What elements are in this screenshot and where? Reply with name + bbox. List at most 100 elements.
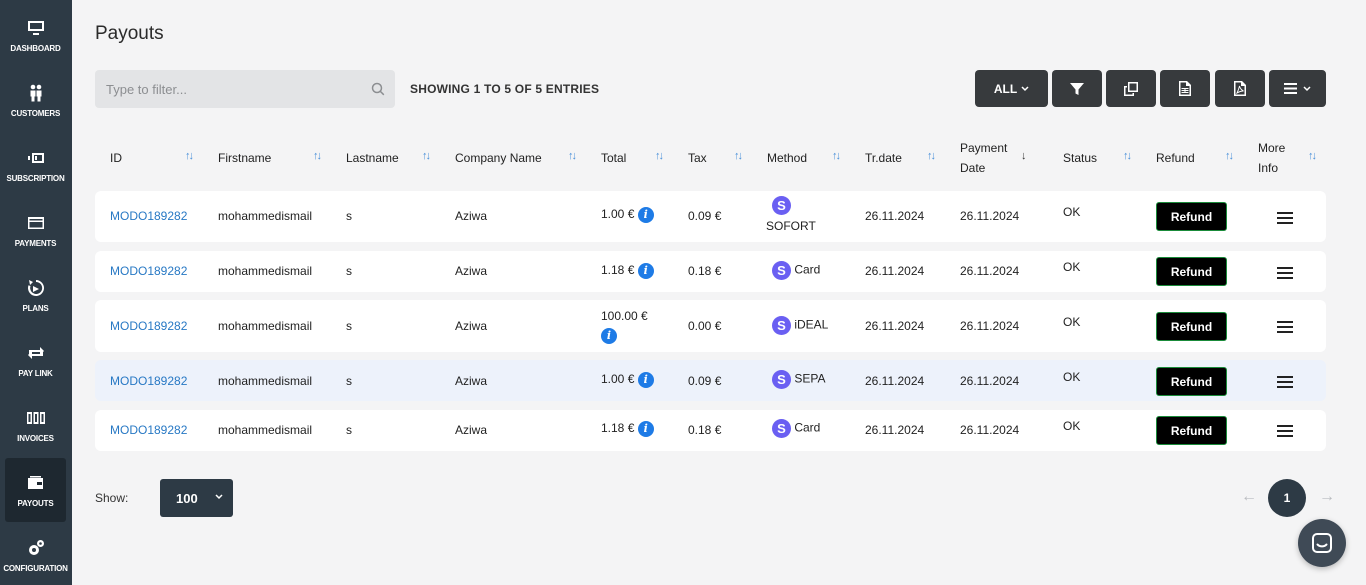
method-label: iDEAL [794,317,829,332]
sort-icon[interactable]: ↑↓ [313,150,322,162]
total-cell: 1.00 € i [601,207,654,223]
page-size-select[interactable]: 100 [160,479,233,517]
column-header-total[interactable]: Total [601,151,627,165]
method-label: Card [794,262,821,277]
sidebar-item-plans[interactable]: PLANS [5,263,66,327]
sidebar-item-dashboard[interactable]: DASHBOARD [5,3,66,67]
more-info-menu-icon[interactable] [1277,321,1293,333]
sidebar-item-payouts[interactable]: PAYOUTS [5,458,66,522]
status-cell: OK [1063,370,1081,384]
refund-button[interactable]: Refund [1156,312,1227,341]
filter-input[interactable] [95,70,365,108]
more-info-menu-icon[interactable] [1277,425,1293,437]
payout-id-link[interactable]: MODO189282 [110,319,188,333]
chevron-down-icon [215,494,223,500]
next-page-button[interactable]: → [1319,488,1335,505]
sort-desc-icon[interactable]: ↓ [1021,150,1027,162]
filter-icon [1070,82,1084,95]
users-icon [30,84,41,101]
company-cell: Aziwa [455,319,488,333]
more-info-menu-icon[interactable] [1277,376,1293,388]
info-icon[interactable]: i [637,372,654,388]
payout-id-link[interactable]: MODO189282 [110,209,188,223]
column-header-company[interactable]: Company Name [455,151,542,165]
method-cell: S Card [772,419,820,438]
sidebar-item-payments[interactable]: PAYMENTS [5,198,66,262]
search-icon[interactable] [371,82,385,96]
wallet-icon [27,475,43,489]
total-value: 1.00 € [601,372,635,387]
sort-icon[interactable]: ↑↓ [927,150,936,162]
trdate-cell: 26.11.2024 [865,319,925,333]
column-header-id[interactable]: ID [110,151,122,165]
refund-button[interactable]: Refund [1156,202,1227,231]
copy-icon [1124,81,1138,96]
copy-button[interactable] [1106,70,1156,107]
columns-menu-button[interactable] [1269,70,1326,107]
sidebar-item-pay-link[interactable]: PAY LINK [5,328,66,392]
sort-icon[interactable]: ↑↓ [832,150,841,162]
sidebar-item-label: PAY LINK [18,368,53,378]
sidebar-item-label: SUBSCRIPTION [6,173,65,183]
all-dropdown-button[interactable]: ALL [975,70,1048,107]
page-title: Payouts [95,23,164,44]
table-row: MODO189282 mohammedismail s Aziwa 1.18 €… [95,410,1326,451]
column-header-tax[interactable]: Tax [688,151,707,165]
column-header-firstname[interactable]: Firstname [218,151,272,165]
more-info-menu-icon[interactable] [1277,267,1293,279]
more-info-menu-icon[interactable] [1277,212,1293,224]
sort-icon[interactable]: ↑↓ [1308,150,1317,162]
info-icon[interactable]: i [601,328,617,344]
sort-icon[interactable]: ↑↓ [655,150,664,162]
pdf-button[interactable] [1215,70,1265,107]
tax-cell: 0.09 € [688,209,722,223]
sort-icon[interactable]: ↑↓ [422,150,431,162]
tax-cell: 0.18 € [688,423,722,437]
payout-id-link[interactable]: MODO189282 [110,264,188,278]
subscription-icon [27,152,44,163]
invoices-icon [26,411,45,424]
method-cell: S Card [772,261,820,280]
company-cell: Aziwa [455,374,488,388]
column-header-trdate[interactable]: Tr.date [865,151,902,165]
info-icon[interactable]: i [637,207,654,223]
sort-icon[interactable]: ↑↓ [568,150,577,162]
sort-icon[interactable]: ↑↓ [1225,150,1234,162]
sidebar-item-label: INVOICES [17,433,54,443]
payment-date-cell: 26.11.2024 [960,374,1020,388]
sort-icon[interactable]: ↑↓ [734,150,743,162]
column-header-lastname[interactable]: Lastname [346,151,399,165]
info-icon[interactable]: i [637,421,654,437]
stripe-icon: S [772,316,791,335]
column-header-more-info[interactable]: More Info [1258,141,1286,175]
tax-cell: 0.00 € [688,319,722,333]
stripe-icon: S [772,196,791,215]
refund-button[interactable]: Refund [1156,257,1227,286]
column-header-refund[interactable]: Refund [1156,151,1195,165]
refund-button[interactable]: Refund [1156,416,1227,445]
info-icon[interactable]: i [637,263,654,279]
refund-button[interactable]: Refund [1156,367,1227,396]
trdate-cell: 26.11.2024 [865,374,925,388]
payout-id-link[interactable]: MODO189282 [110,423,188,437]
page-1-button[interactable]: 1 [1268,479,1306,517]
sort-icon[interactable]: ↑↓ [185,150,194,162]
total-value: 100.00 € [601,309,648,323]
chat-launcher-button[interactable] [1298,519,1346,567]
prev-page-button[interactable]: ← [1241,488,1257,505]
sidebar-item-invoices[interactable]: INVOICES [5,393,66,457]
total-cell: 1.18 € i [601,421,654,437]
trdate-cell: 26.11.2024 [865,423,925,437]
csv-button[interactable] [1160,70,1210,107]
column-header-payment-date[interactable]: Payment Date [960,141,1008,175]
filter-button[interactable] [1052,70,1102,107]
sidebar-item-customers[interactable]: CUSTOMERS [5,68,66,132]
sort-icon[interactable]: ↑↓ [1123,150,1132,162]
sidebar-item-subscription[interactable]: SUBSCRIPTION [5,133,66,197]
sidebar-item-configuration[interactable]: CONFIGURATION [3,523,68,585]
payout-id-link[interactable]: MODO189282 [110,374,188,388]
column-header-method[interactable]: Method [767,151,808,165]
payment-date-cell: 26.11.2024 [960,264,1020,278]
column-header-status[interactable]: Status [1063,151,1098,165]
company-cell: Aziwa [455,209,488,223]
